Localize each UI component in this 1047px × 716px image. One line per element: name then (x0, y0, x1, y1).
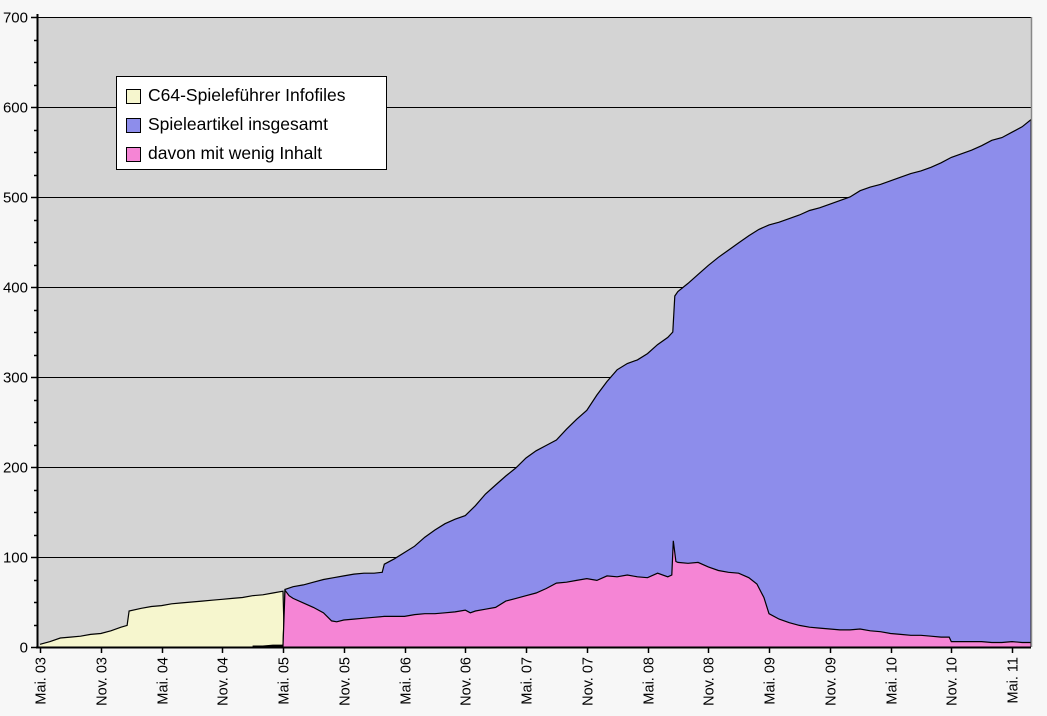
legend-swatch-wenig-inhalt (126, 147, 141, 162)
y-tick-label: 500 (3, 190, 28, 207)
area-series-1 (252, 119, 1032, 648)
y-tick-label: 600 (3, 100, 28, 117)
area-outline-2 (252, 540, 1032, 648)
x-tick-label: Mai. 04 (156, 657, 172, 705)
legend-item: C64-Spieleführer Infofiles (126, 82, 386, 111)
y-tick-label: 300 (3, 370, 28, 387)
x-tick-label: Nov. 08 (702, 657, 718, 706)
legend-swatch-spieleartikel (126, 118, 141, 133)
y-tick-label: 200 (3, 460, 28, 477)
x-tick-label: Mai. 08 (642, 657, 658, 705)
x-tick-label: Nov. 06 (459, 657, 475, 706)
x-tick-label: Mai. 10 (885, 657, 901, 705)
x-tick-label: Nov. 10 (945, 657, 961, 706)
y-tick-label: 400 (3, 280, 28, 297)
legend-label: C64-Spieleführer Infofiles (148, 84, 346, 105)
x-tick-label: Mai. 11 (1006, 657, 1022, 703)
x-tick-label: Mai. 07 (520, 657, 536, 705)
x-tick-label: Nov. 03 (95, 657, 111, 706)
legend-swatch-infofiles (126, 89, 141, 104)
legend: C64-Spieleführer Infofiles Spieleartikel… (116, 76, 387, 170)
area-outline-0 (39, 590, 286, 648)
x-tick-label: Nov. 04 (216, 657, 232, 706)
legend-item: davon mit wenig Inhalt (126, 140, 386, 169)
area-outline-1 (252, 118, 1032, 647)
x-tick-label: Nov. 07 (581, 657, 597, 706)
legend-label: Spieleartikel insgesamt (148, 113, 328, 134)
x-tick-label: Mai. 06 (399, 657, 415, 705)
y-tick-label: 100 (3, 550, 28, 567)
x-tick-label: Mai. 03 (34, 657, 50, 705)
x-tick-label: Nov. 05 (338, 657, 354, 706)
x-tick-label: Nov. 09 (824, 657, 840, 706)
area-series-0 (40, 591, 285, 647)
area-series-2 (252, 540, 1032, 647)
legend-label: davon mit wenig Inhalt (148, 142, 323, 163)
x-tick-label: Mai. 09 (763, 657, 779, 705)
y-tick-label: 0 (20, 640, 28, 657)
x-tick-label: Mai. 05 (277, 657, 293, 705)
y-tick-label: 700 (3, 10, 28, 27)
legend-item: Spieleartikel insgesamt (126, 111, 386, 140)
